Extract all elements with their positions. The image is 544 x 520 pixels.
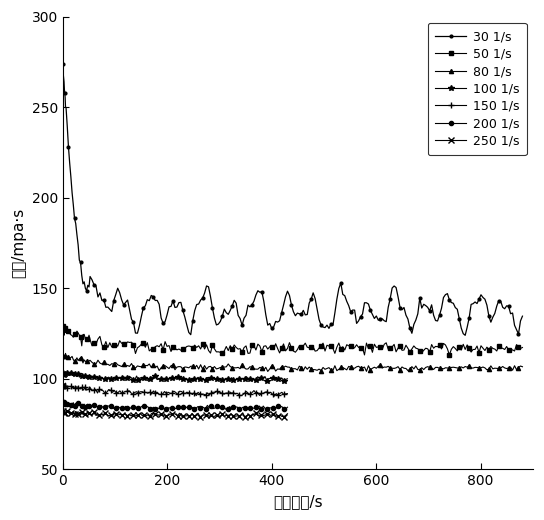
100 1/s	[215, 375, 222, 382]
150 1/s	[271, 393, 277, 399]
150 1/s	[252, 389, 259, 396]
30 1/s	[243, 312, 249, 318]
100 1/s	[94, 374, 101, 381]
50 1/s	[401, 347, 407, 353]
Line: 150 1/s: 150 1/s	[60, 380, 290, 399]
30 1/s	[399, 307, 405, 313]
80 1/s	[279, 363, 285, 370]
Line: 100 1/s: 100 1/s	[60, 369, 290, 384]
250 1/s	[169, 411, 175, 418]
30 1/s	[462, 332, 468, 339]
80 1/s	[60, 353, 66, 359]
200 1/s	[215, 404, 222, 410]
200 1/s	[169, 405, 175, 411]
Line: 250 1/s: 250 1/s	[60, 407, 290, 420]
Line: 30 1/s: 30 1/s	[60, 61, 525, 338]
Line: 50 1/s: 50 1/s	[61, 323, 524, 357]
150 1/s	[169, 390, 175, 396]
100 1/s	[169, 375, 175, 382]
250 1/s	[242, 414, 248, 420]
250 1/s	[271, 412, 277, 419]
50 1/s	[361, 352, 368, 358]
250 1/s	[94, 412, 101, 418]
100 1/s	[178, 374, 184, 381]
80 1/s	[505, 365, 512, 371]
150 1/s	[215, 390, 222, 396]
80 1/s	[403, 366, 409, 372]
150 1/s	[284, 391, 290, 397]
200 1/s	[271, 405, 277, 411]
50 1/s	[243, 343, 249, 349]
100 1/s	[255, 373, 261, 380]
150 1/s	[62, 380, 69, 386]
200 1/s	[222, 406, 229, 412]
30 1/s	[274, 319, 281, 325]
100 1/s	[284, 375, 290, 382]
50 1/s	[60, 322, 66, 329]
250 1/s	[255, 412, 261, 419]
80 1/s	[440, 366, 447, 372]
250 1/s	[60, 408, 66, 414]
50 1/s	[503, 343, 510, 349]
250 1/s	[178, 413, 184, 419]
150 1/s	[178, 388, 184, 395]
80 1/s	[519, 363, 526, 370]
50 1/s	[458, 347, 465, 353]
X-axis label: 剪切时间/s: 剪切时间/s	[273, 494, 323, 509]
30 1/s	[519, 313, 526, 319]
250 1/s	[284, 411, 290, 417]
50 1/s	[438, 346, 445, 352]
100 1/s	[60, 370, 66, 376]
200 1/s	[178, 405, 184, 411]
Y-axis label: 粘度/mpa·s: 粘度/mpa·s	[11, 208, 26, 278]
200 1/s	[61, 398, 67, 405]
Line: 80 1/s: 80 1/s	[61, 352, 524, 373]
30 1/s	[436, 312, 443, 318]
30 1/s	[60, 61, 66, 68]
80 1/s	[460, 365, 466, 371]
50 1/s	[519, 344, 526, 350]
80 1/s	[264, 368, 271, 374]
100 1/s	[249, 378, 255, 384]
200 1/s	[255, 406, 261, 412]
80 1/s	[245, 366, 251, 372]
150 1/s	[60, 383, 66, 389]
30 1/s	[456, 316, 462, 322]
200 1/s	[60, 399, 66, 405]
50 1/s	[274, 345, 281, 352]
Legend: 30 1/s, 50 1/s, 80 1/s, 100 1/s, 150 1/s, 200 1/s, 250 1/s: 30 1/s, 50 1/s, 80 1/s, 100 1/s, 150 1/s…	[428, 23, 527, 155]
Line: 200 1/s: 200 1/s	[61, 399, 289, 411]
150 1/s	[269, 391, 276, 397]
250 1/s	[60, 406, 66, 412]
30 1/s	[503, 303, 510, 309]
80 1/s	[62, 350, 69, 357]
100 1/s	[271, 376, 277, 383]
200 1/s	[94, 404, 101, 410]
100 1/s	[60, 369, 66, 375]
250 1/s	[215, 413, 222, 419]
150 1/s	[94, 390, 101, 396]
200 1/s	[284, 404, 290, 410]
